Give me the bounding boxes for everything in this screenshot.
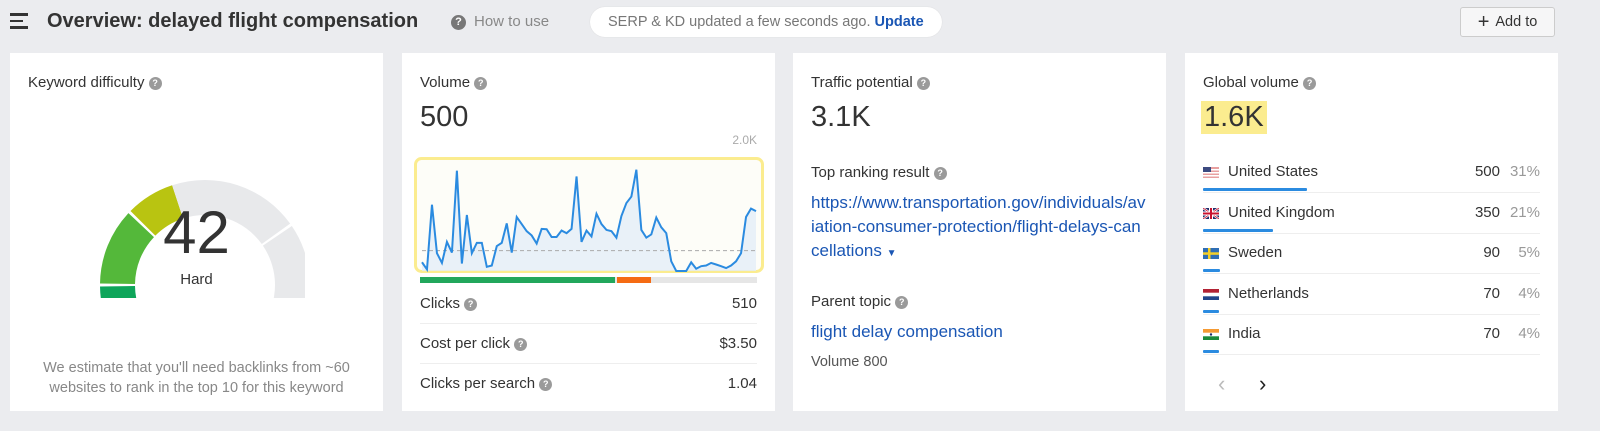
country-volume: 90	[1483, 244, 1500, 261]
cpc-row: Cost per click ? $3.50	[420, 324, 757, 364]
organic-clicks-bar	[420, 277, 616, 283]
parent-topic-label: Parent topic	[811, 293, 892, 310]
country-row[interactable]: United States 500 31%	[1203, 153, 1540, 193]
volume-line	[421, 169, 757, 273]
parent-topic-volume: Volume 800	[811, 354, 888, 370]
gauge-segment-empty	[172, 180, 291, 245]
global-volume-label: Global volume	[1203, 74, 1299, 91]
gauge-segment-filled	[100, 213, 154, 285]
help-icon[interactable]: ?	[514, 337, 528, 351]
serp-status: SERP & KD updated a few seconds ago. Upd…	[590, 7, 942, 37]
help-icon[interactable]: ?	[539, 377, 553, 391]
add-to-label: Add to	[1495, 14, 1538, 30]
help-icon[interactable]: ?	[148, 76, 162, 90]
country-share-bar	[1203, 309, 1219, 313]
caret-down-icon[interactable]: ▼	[886, 248, 897, 259]
prev-page-icon[interactable]: ‹	[1218, 371, 1226, 396]
help-icon[interactable]: ?	[474, 76, 488, 90]
country-name: India	[1228, 325, 1261, 342]
kd-gauge	[100, 180, 305, 298]
country-volume: 350	[1474, 203, 1500, 221]
se-flag-icon	[1203, 248, 1219, 259]
cpc-label: Cost per click	[420, 335, 511, 352]
country-share-bar	[1203, 188, 1307, 191]
clicks-row: Clicks ? 510	[420, 284, 757, 324]
gauge-segment-empty	[262, 225, 305, 298]
country-row[interactable]: Netherlands 70 4%	[1203, 275, 1540, 315]
clicks-value: 510	[731, 295, 757, 312]
country-percent: 5%	[1518, 244, 1540, 261]
country-row[interactable]: United Kingdom 350 21%	[1203, 194, 1540, 234]
country-name: Sweden	[1228, 244, 1283, 261]
country-volume: 70	[1483, 325, 1500, 342]
keyword-difficulty-card: Keyword difficulty ? 42 Hard We estimate…	[10, 53, 383, 411]
add-to-button[interactable]: + Add to	[1460, 7, 1555, 37]
country-share-bar	[1203, 269, 1220, 272]
country-name: United Kingdom	[1228, 203, 1335, 221]
country-row[interactable]: India 70 4%	[1203, 315, 1540, 355]
update-link[interactable]: Update	[874, 14, 924, 30]
country-name: United States	[1228, 163, 1319, 180]
top-result-link[interactable]: https://www.transportation.gov/individua…	[811, 191, 1146, 266]
global-volume-value: 1.6K	[1201, 101, 1267, 134]
country-name: Netherlands	[1228, 284, 1309, 302]
volume-area	[422, 169, 756, 271]
country-percent: 21%	[1509, 203, 1540, 221]
serp-status-text: SERP & KD updated a few seconds ago.	[608, 14, 871, 30]
cps-value: 1.04	[727, 375, 757, 392]
country-share-bar	[1203, 350, 1219, 353]
nl-flag-icon	[1203, 288, 1219, 300]
country-percent: 31%	[1509, 163, 1540, 180]
clicks-per-search-row: Clicks per search ? 1.04	[420, 364, 757, 404]
next-page-icon[interactable]: ›	[1259, 371, 1267, 396]
help-icon[interactable]: ?	[933, 166, 947, 180]
clicks-split-bar	[420, 277, 757, 283]
cps-label: Clicks per search	[420, 375, 536, 392]
paid-clicks-bar	[617, 277, 651, 283]
country-row[interactable]: Sweden 90 5%	[1203, 234, 1540, 274]
how-to-use-label: How to use	[474, 13, 550, 30]
kd-rating: Hard	[180, 271, 213, 288]
uk-flag-icon	[1203, 207, 1219, 219]
help-icon[interactable]: ?	[1303, 76, 1317, 90]
volume-value: 500	[420, 101, 469, 133]
global-volume-card: Global volume ? 1.6K United States 500 3…	[1185, 53, 1558, 411]
kd-label: Keyword difficulty	[28, 74, 145, 91]
kd-description: We estimate that you'll need backlinks f…	[43, 360, 350, 396]
traffic-potential-card: Traffic potential ? 3.1K Top ranking res…	[793, 53, 1166, 411]
us-flag-icon	[1203, 167, 1219, 178]
help-icon[interactable]: ?	[916, 76, 930, 90]
parent-topic-link[interactable]: flight delay compensation	[811, 322, 1003, 341]
menu-icon[interactable]	[10, 13, 28, 29]
kd-value: 42	[163, 199, 230, 266]
in-flag-icon	[1203, 329, 1219, 340]
cpc-value: $3.50	[719, 335, 757, 352]
clicks-label: Clicks	[420, 295, 460, 312]
volume-trend-chart[interactable]	[414, 157, 764, 273]
country-share-bar	[1203, 228, 1274, 232]
gauge-segment-filled	[100, 285, 137, 298]
country-percent: 4%	[1518, 325, 1540, 342]
traffic-value: 3.1K	[811, 101, 871, 133]
help-icon[interactable]: ?	[464, 297, 478, 311]
volume-label: Volume	[420, 74, 471, 91]
country-volume: 70	[1483, 284, 1500, 302]
page-title: Overview: delayed flight compensation	[47, 10, 419, 32]
volume-card: Volume ? 500 2.0K Clicks ? 510 Cost per c…	[402, 53, 775, 411]
top-result-label: Top ranking result	[811, 164, 930, 181]
traffic-label: Traffic potential	[811, 74, 913, 91]
gauge-segment-filled	[130, 185, 184, 236]
help-icon: ?	[451, 14, 466, 30]
country-volume: 500	[1474, 163, 1500, 180]
plus-icon: +	[1477, 11, 1490, 33]
country-percent: 4%	[1518, 284, 1540, 302]
chart-max-label: 2.0K	[732, 133, 757, 147]
how-to-use-link[interactable]: ? How to use	[451, 13, 549, 30]
help-icon[interactable]: ?	[895, 295, 909, 309]
top-result-url: https://www.transportation.gov/individua…	[811, 193, 1146, 260]
